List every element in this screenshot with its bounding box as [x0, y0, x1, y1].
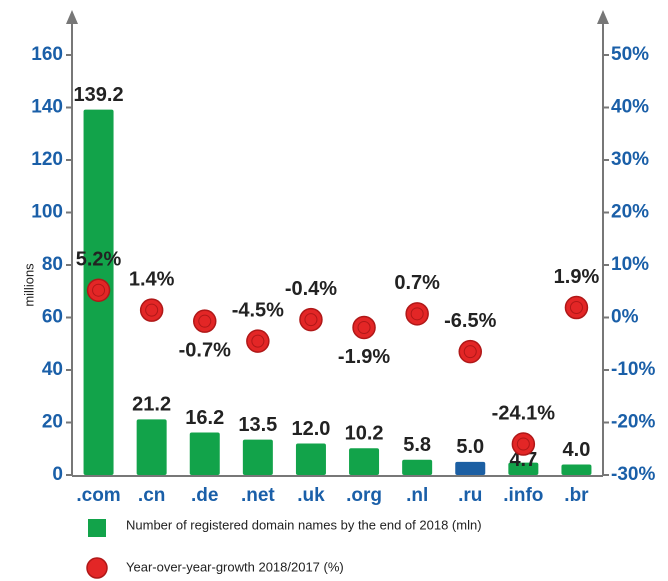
legend-swatch: [86, 557, 108, 579]
x-tick-label: .org: [346, 485, 382, 506]
y-tick-label: 100: [31, 202, 63, 223]
legend-label: Number of registered domain names by the…: [126, 517, 482, 532]
y-tick-label: 80: [42, 254, 63, 275]
bar: [455, 461, 486, 475]
growth-dot-ring: [145, 303, 159, 317]
bar-value-label: 12.0: [291, 418, 330, 440]
growth-dot-ring: [251, 334, 265, 348]
growth-value-label: -6.5%: [444, 310, 496, 332]
y2-tick-label: 0%: [611, 307, 639, 328]
y2-tick-label: -30%: [611, 464, 655, 485]
growth-value-label: 0.7%: [394, 272, 440, 294]
y-tick-label: 160: [31, 44, 63, 65]
growth-dot-ring: [92, 283, 106, 297]
y2-tick-label: 20%: [611, 202, 649, 223]
y2-tick-label: 40%: [611, 97, 649, 118]
bar-value-label: 4.7: [509, 449, 537, 471]
x-tick-label: .info: [503, 485, 543, 506]
y-tick-label: 140: [31, 97, 63, 118]
legend-label: Year-over-year-growth 2018/2017 (%): [126, 559, 344, 574]
growth-dot-ring: [304, 313, 318, 327]
bar: [136, 419, 167, 475]
y2-tick-label: 50%: [611, 44, 649, 65]
growth-dot-ring: [569, 301, 583, 315]
x-tick-label: .br: [564, 485, 589, 506]
bar-value-label: 5.0: [456, 436, 484, 458]
growth-dot-ring: [410, 307, 424, 321]
growth-value-label: 1.9%: [554, 266, 600, 288]
y-tick-label: 60: [42, 307, 63, 328]
growth-dot: [86, 278, 111, 302]
y-tick-label: 20: [42, 412, 63, 433]
bar: [402, 459, 433, 475]
growth-dot: [246, 329, 270, 353]
y-tick-label: 0: [52, 464, 63, 485]
x-tick-label: .de: [191, 485, 218, 506]
bar: [561, 464, 592, 475]
growth-dot: [299, 307, 323, 332]
growth-dot-ring: [198, 314, 212, 328]
x-tick-label: .nl: [406, 485, 428, 506]
y-axis-arrow: [66, 10, 78, 24]
growth-value-label: 1.4%: [129, 268, 175, 290]
bar-value-label: 10.2: [345, 423, 384, 445]
growth-value-label: 5.2%: [76, 248, 122, 270]
growth-value-label: -0.7%: [179, 339, 231, 361]
y2-tick-label: -20%: [611, 412, 655, 433]
bar: [349, 448, 380, 475]
y2-tick-label: 10%: [611, 254, 649, 275]
growth-dot-ring: [516, 437, 530, 451]
growth-dot-ring: [463, 345, 477, 359]
growth-dot: [405, 302, 429, 326]
legend-swatch: [88, 519, 106, 537]
y-tick-label: 40: [42, 359, 63, 380]
growth-value-label: -1.9%: [338, 346, 390, 368]
bar: [295, 443, 326, 475]
y2-axis-arrow: [597, 10, 609, 24]
bar: [242, 439, 273, 475]
bar-value-label: 139.2: [74, 84, 124, 106]
y-axis-label: millions: [21, 263, 36, 307]
x-tick-label: .uk: [297, 485, 325, 506]
bar-value-label: 4.0: [563, 439, 591, 461]
bar: [189, 432, 220, 475]
growth-value-label: -0.4%: [285, 278, 337, 300]
y2-tick-label: 30%: [611, 149, 649, 170]
growth-dot: [193, 309, 217, 333]
x-tick-label: .ru: [458, 485, 482, 506]
growth-dot: [458, 339, 482, 364]
growth-dot: [139, 298, 164, 322]
growth-dot: [564, 295, 589, 320]
bar-value-label: 13.5: [238, 414, 277, 436]
x-tick-label: .com: [76, 485, 120, 506]
growth-dot: [352, 315, 376, 340]
y2-tick-label: -10%: [611, 359, 655, 380]
bar-value-label: 21.2: [132, 394, 171, 416]
bar-value-label: 5.8: [403, 434, 431, 456]
bar-value-label: 16.2: [185, 407, 224, 429]
bar: [508, 462, 539, 475]
x-tick-label: .net: [241, 485, 275, 506]
x-tick-label: .cn: [138, 485, 165, 506]
growth-value-label: -24.1%: [492, 402, 556, 424]
growth-dot-ring: [357, 320, 371, 334]
growth-dot: [511, 432, 536, 456]
y-tick-label: 120: [31, 149, 63, 170]
growth-value-label: -4.5%: [232, 299, 284, 321]
